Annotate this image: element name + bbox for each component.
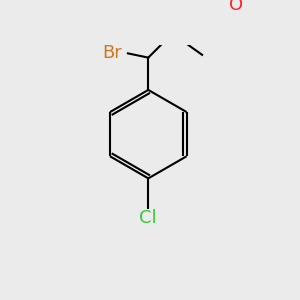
Text: O: O: [229, 0, 243, 14]
Text: Cl: Cl: [140, 209, 157, 227]
Text: Br: Br: [103, 44, 122, 62]
